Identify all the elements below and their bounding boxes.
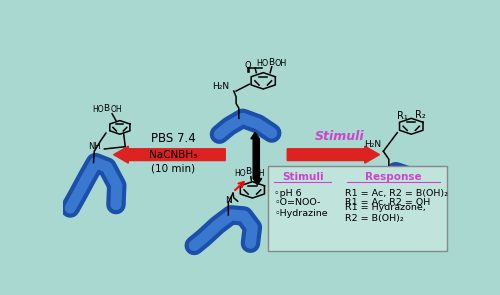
FancyBboxPatch shape (268, 166, 447, 251)
Text: HO: HO (234, 169, 246, 178)
Text: Response: Response (364, 172, 422, 182)
Text: R1 = Ac, R2 = B(OH)₂: R1 = Ac, R2 = B(OH)₂ (346, 189, 449, 198)
FancyArrow shape (253, 139, 262, 185)
Text: H₂N: H₂N (364, 140, 381, 149)
Text: ◦O=NOO-: ◦O=NOO- (274, 198, 321, 207)
Text: N: N (225, 196, 232, 205)
Text: R₂: R₂ (415, 110, 426, 120)
FancyArrow shape (287, 146, 380, 163)
Text: ◦Hydrazine: ◦Hydrazine (274, 209, 328, 217)
Text: PBS 7.4: PBS 7.4 (150, 132, 196, 145)
Text: NH: NH (88, 142, 101, 151)
Text: OH: OH (111, 105, 122, 114)
Text: B: B (246, 167, 252, 176)
Text: R1 = Ac, R2 = OH: R1 = Ac, R2 = OH (346, 198, 430, 207)
FancyArrow shape (251, 132, 260, 178)
Text: HO: HO (256, 59, 268, 68)
Text: NaCNBH₃: NaCNBH₃ (149, 150, 197, 160)
Text: R1 = Hydrazone,
R2 = B(OH)₂: R1 = Hydrazone, R2 = B(OH)₂ (346, 203, 426, 223)
Text: O: O (245, 61, 252, 70)
Text: B: B (104, 104, 110, 113)
Text: H₂N: H₂N (212, 82, 229, 91)
Text: OH: OH (274, 59, 287, 68)
Text: Stimuli: Stimuli (282, 172, 324, 182)
Text: OH: OH (254, 169, 265, 178)
Text: B: B (268, 58, 274, 67)
Text: (10 min): (10 min) (151, 164, 195, 174)
Text: ◦pH 6: ◦pH 6 (274, 189, 302, 198)
Text: R₁: R₁ (396, 111, 407, 121)
FancyArrow shape (114, 146, 225, 163)
Text: HO: HO (92, 105, 104, 114)
Text: Stimuli: Stimuli (315, 130, 364, 143)
